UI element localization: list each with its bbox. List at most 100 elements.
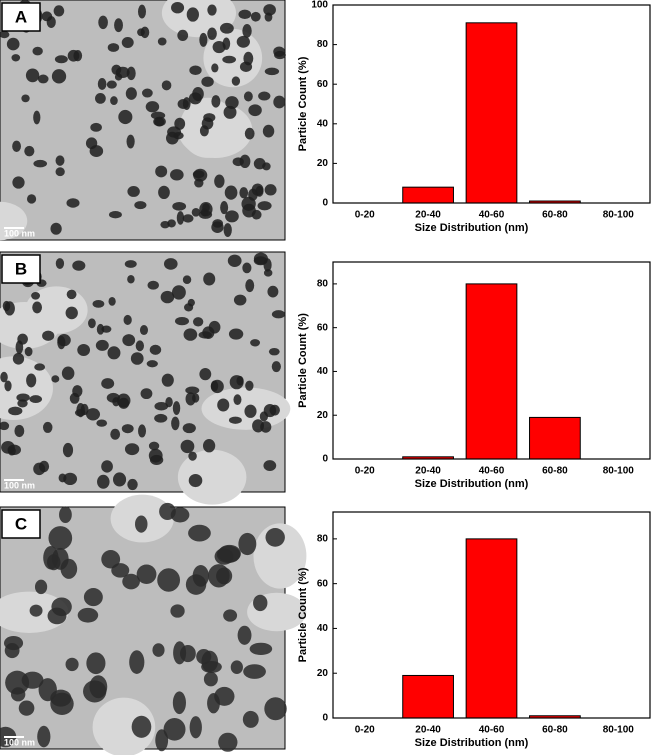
particle <box>34 579 48 595</box>
particle <box>196 649 212 665</box>
particle <box>273 46 286 57</box>
x-tick-label: 40-60 <box>479 210 505 221</box>
x-tick-label: 0-20 <box>355 725 375 736</box>
particle <box>149 344 162 355</box>
particle <box>271 310 286 319</box>
particle <box>57 334 71 347</box>
particle <box>265 527 285 547</box>
particle <box>38 678 57 702</box>
particle <box>232 157 244 167</box>
y-tick-label: 40 <box>317 623 329 634</box>
particle <box>65 657 79 672</box>
particle <box>145 101 160 113</box>
particle <box>42 421 53 433</box>
plot-frame <box>332 4 651 204</box>
particle <box>211 221 224 233</box>
particle <box>182 275 192 284</box>
particle <box>62 442 74 458</box>
particle <box>225 210 239 223</box>
particle <box>258 91 271 101</box>
particle <box>263 258 272 272</box>
particle <box>88 318 96 329</box>
particle <box>185 386 200 395</box>
particle <box>228 328 244 340</box>
particle <box>137 28 145 37</box>
particle <box>180 439 195 454</box>
particle <box>135 340 145 352</box>
particle <box>203 671 218 687</box>
particle <box>42 330 55 341</box>
scale-bar-label: 100 nm <box>4 737 35 747</box>
particle <box>199 368 212 381</box>
particle <box>233 394 242 406</box>
bar <box>465 538 518 719</box>
particle <box>121 37 134 49</box>
particle <box>38 460 50 473</box>
particle <box>101 460 113 473</box>
label-box <box>1 254 41 284</box>
particle <box>239 61 253 72</box>
particle <box>177 99 189 110</box>
panel-label: B <box>15 259 27 278</box>
particle <box>161 80 172 91</box>
particle <box>189 65 202 75</box>
particle <box>262 124 275 138</box>
particle <box>174 316 190 326</box>
particle <box>202 326 215 339</box>
particle <box>58 473 67 483</box>
particle <box>186 7 199 22</box>
y-tick-label: 40 <box>317 118 329 129</box>
particle <box>264 184 277 196</box>
y-tick-label: 80 <box>317 39 329 50</box>
x-tick-label: 80-100 <box>603 725 635 736</box>
particle <box>72 385 83 398</box>
bar <box>529 416 581 460</box>
particle <box>189 716 202 739</box>
particle <box>148 448 163 463</box>
particle <box>233 294 247 306</box>
particle <box>228 416 242 424</box>
particle <box>199 32 208 47</box>
particle <box>48 526 73 550</box>
x-tick-label: 60-80 <box>542 466 568 477</box>
particle <box>172 691 186 715</box>
particle <box>264 697 287 721</box>
particle <box>158 185 170 200</box>
particle <box>41 11 53 22</box>
particle <box>185 574 207 595</box>
particle <box>32 46 43 56</box>
particle <box>89 145 104 157</box>
particle <box>31 292 41 300</box>
particle <box>125 87 137 100</box>
y-tick-label: 80 <box>317 279 329 290</box>
particle <box>159 502 176 521</box>
particle <box>12 140 21 152</box>
particle <box>11 54 21 62</box>
particle <box>224 185 238 200</box>
particle <box>141 88 153 98</box>
film-hole <box>0 356 53 421</box>
particle <box>230 660 243 674</box>
particle <box>174 117 186 130</box>
particle <box>34 363 46 371</box>
particle <box>134 201 147 210</box>
particle <box>242 710 259 728</box>
particle <box>187 298 195 307</box>
x-tick-label: 20-40 <box>415 466 441 477</box>
particle <box>8 406 23 416</box>
particle <box>114 73 123 81</box>
y-tick-label: 60 <box>317 79 329 90</box>
particle <box>252 419 265 433</box>
particle <box>154 402 169 411</box>
particle <box>67 49 80 62</box>
particle <box>257 201 272 211</box>
particle <box>244 127 255 140</box>
particle <box>170 604 185 618</box>
x-axis-title: Size Distribution (nm) <box>415 737 529 749</box>
y-tick-label: 20 <box>317 158 329 169</box>
y-tick-label: 80 <box>317 534 329 545</box>
particle <box>61 366 75 380</box>
particle <box>227 254 242 267</box>
particle <box>107 43 120 52</box>
